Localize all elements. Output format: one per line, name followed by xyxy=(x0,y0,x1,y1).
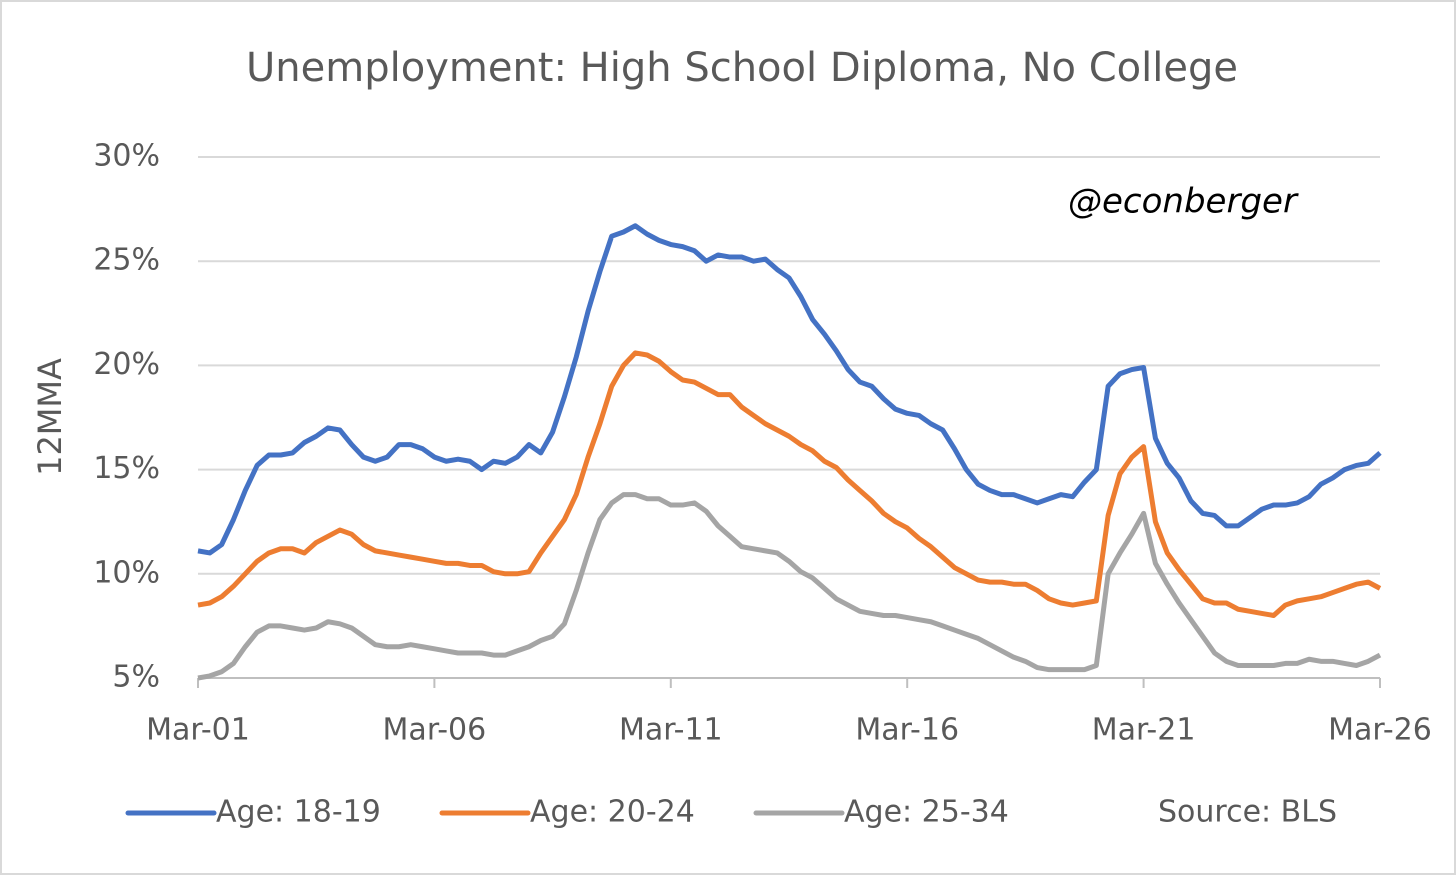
source-note: Source: BLS xyxy=(1158,795,1337,830)
x-tick-label: Mar-26 xyxy=(1328,713,1432,748)
legend-label: Age: 18-19 xyxy=(216,795,381,830)
series-line xyxy=(197,223,1382,556)
x-tick-label: Mar-21 xyxy=(1092,713,1196,748)
y-tick-label: 5% xyxy=(112,660,160,695)
y-tick-label: 15% xyxy=(93,451,160,486)
y-tick-label: 20% xyxy=(93,347,160,382)
series-line xyxy=(197,350,1382,618)
annotation: @econberger xyxy=(1068,182,1299,222)
y-tick-label: 30% xyxy=(93,139,160,174)
x-tick-label: Mar-16 xyxy=(855,713,959,748)
x-tick-label: Mar-01 xyxy=(146,713,250,748)
y-tick-label: 10% xyxy=(93,555,160,590)
series-line xyxy=(197,492,1382,681)
y-axis-label: 12MMA xyxy=(31,358,69,476)
chart-title: Unemployment: High School Diploma, No Co… xyxy=(246,45,1238,91)
x-tick-label: Mar-11 xyxy=(619,713,723,748)
y-tick-label: 25% xyxy=(93,243,160,278)
x-tick-label: Mar-06 xyxy=(383,713,487,748)
legend-label: Age: 20-24 xyxy=(530,795,695,830)
legend-label: Age: 25-34 xyxy=(844,795,1009,830)
